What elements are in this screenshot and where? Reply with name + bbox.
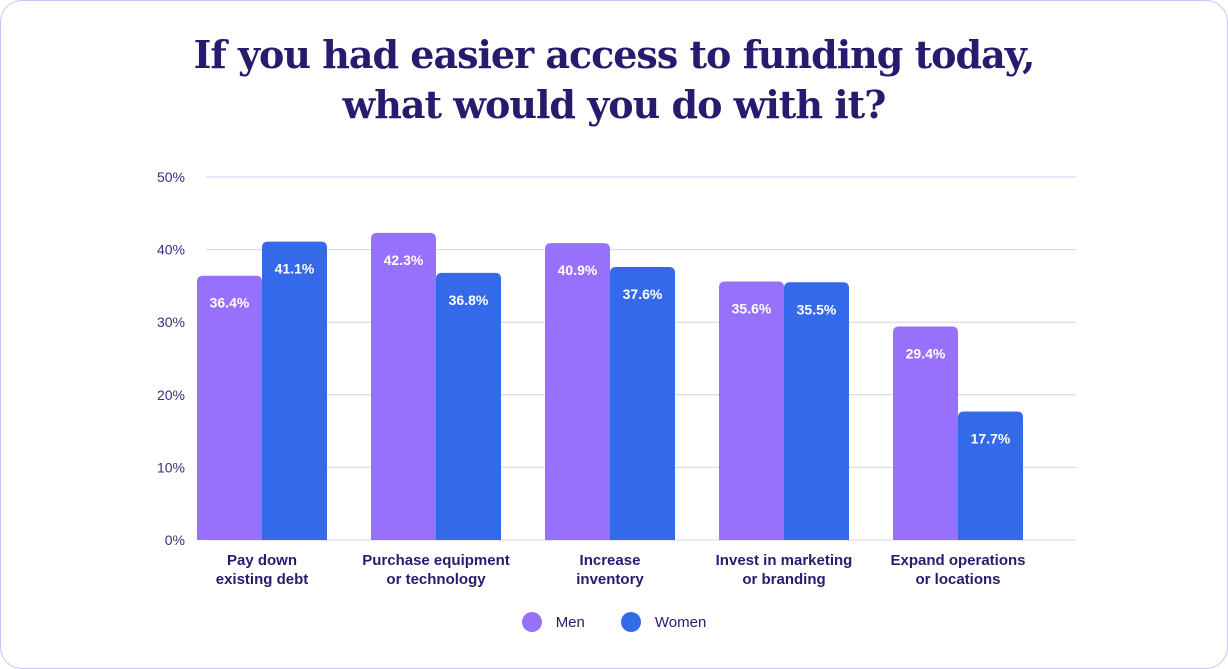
x-tick-label: Invest in marketing or branding xyxy=(716,552,853,588)
x-tick-label-line: or technology xyxy=(386,571,486,588)
x-tick-label-line: Invest in marketing xyxy=(716,552,853,569)
legend-label-women: Women xyxy=(654,613,707,631)
x-tick-label-line: or locations xyxy=(915,571,1000,588)
bar-men xyxy=(371,232,436,541)
bar-women xyxy=(784,282,849,540)
legend-item-men[interactable]: Men xyxy=(521,612,585,632)
y-tick-label: 50% xyxy=(157,169,185,185)
data-label-women: 41.1% xyxy=(275,261,315,277)
x-tick-label: Purchase equipment or technology xyxy=(362,552,510,588)
legend-label-men: Men xyxy=(555,613,585,631)
data-label-men: 29.4% xyxy=(906,346,946,362)
y-tick-label: 40% xyxy=(157,242,185,258)
x-tick-label-line: or branding xyxy=(742,571,825,588)
x-tick-label-line: Pay down xyxy=(227,552,297,569)
legend-swatch-women xyxy=(620,612,641,632)
x-tick-label-line: Expand operations xyxy=(890,552,1025,569)
legend-swatch-men xyxy=(521,612,542,632)
x-tick-label: Increase inventory xyxy=(576,552,644,588)
bar-women xyxy=(610,267,675,540)
x-tick-label-line: Purchase equipment xyxy=(362,552,510,569)
data-label-women: 35.5% xyxy=(797,301,837,317)
bar-men xyxy=(545,243,610,541)
chart-title-line-2: what would you do with it? xyxy=(342,82,887,127)
x-tick-label-line: inventory xyxy=(576,571,644,588)
x-tick-label-line: Increase xyxy=(580,552,641,569)
bar-women xyxy=(958,411,1023,540)
bar-men xyxy=(893,326,958,540)
bar-men xyxy=(719,281,784,540)
y-tick-label: 10% xyxy=(157,459,185,475)
x-tick-label: Expand operations or locations xyxy=(890,552,1025,588)
data-label-women: 17.7% xyxy=(971,430,1011,446)
data-label-men: 40.9% xyxy=(558,262,598,278)
y-tick-label: 0% xyxy=(165,532,185,548)
x-tick-label-line: existing debt xyxy=(216,571,309,588)
data-label-men: 36.4% xyxy=(210,295,250,311)
legend-item-women[interactable]: Women xyxy=(620,612,707,632)
data-label-women: 37.6% xyxy=(623,286,663,302)
x-tick-label: Pay down existing debt xyxy=(216,552,309,588)
data-label-men: 35.6% xyxy=(732,301,772,317)
chart-title-line-1: If you had easier access to funding toda… xyxy=(193,32,1036,77)
data-label-men: 42.3% xyxy=(384,252,424,268)
bar-men xyxy=(197,275,262,540)
data-label-women: 36.8% xyxy=(449,292,489,308)
bar-women xyxy=(436,272,501,540)
bar-women xyxy=(262,241,327,540)
y-tick-label: 20% xyxy=(157,387,185,403)
legend: Men Women xyxy=(0,612,1228,632)
chart-title: If you had easier access to funding toda… xyxy=(0,30,1228,130)
y-tick-label: 30% xyxy=(157,314,185,330)
